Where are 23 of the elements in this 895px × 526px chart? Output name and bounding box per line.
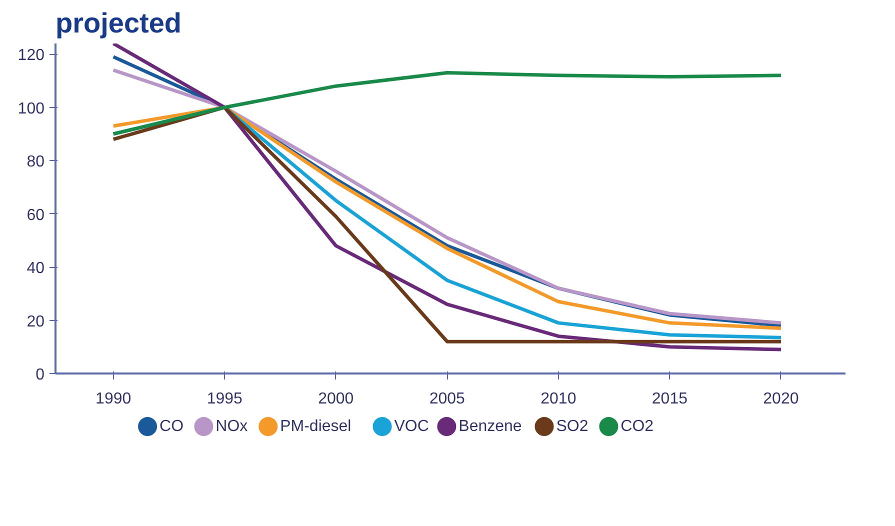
y-tick-label: 80: [26, 154, 45, 171]
y-tick-label: 100: [18, 100, 45, 118]
legend-label: SO2: [556, 418, 588, 435]
x-tick-label: 1995: [206, 390, 243, 408]
legend-label: Benzene: [458, 418, 522, 435]
y-tick-label: 20: [26, 313, 45, 330]
y-tick-label: 60: [26, 206, 45, 224]
x-tick-label: 2000: [318, 390, 354, 408]
y-tick-label: 40: [26, 260, 45, 278]
x-tick-label: 1990: [96, 390, 132, 408]
y-tick-label: 120: [18, 47, 45, 64]
legend-label: PM-diesel: [280, 418, 352, 435]
x-tick-label: 2020: [763, 390, 799, 408]
x-tick-label: 2010: [540, 390, 576, 408]
legend-label: NOx: [216, 418, 248, 435]
y-tick-label: 0: [36, 366, 45, 384]
chart-title: projected: [56, 8, 182, 38]
line-series: [112, 71, 783, 136]
legend-label: CO: [160, 418, 184, 435]
x-tick-label: 2015: [652, 390, 688, 408]
legend-label: CO2: [620, 418, 654, 435]
legend-label: VOC: [394, 418, 429, 435]
x-tick-label: 2005: [429, 390, 466, 408]
